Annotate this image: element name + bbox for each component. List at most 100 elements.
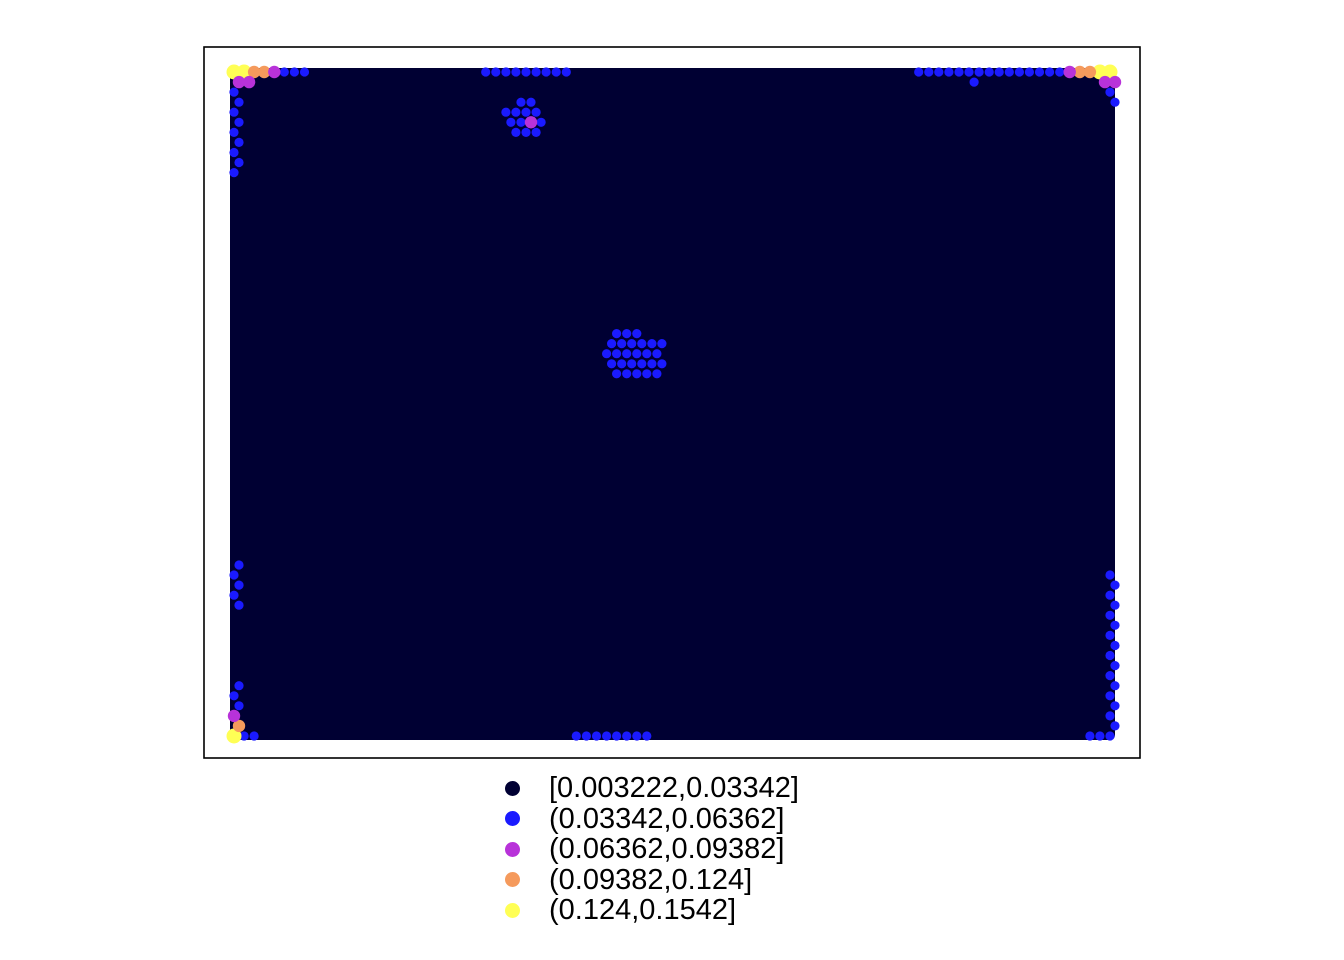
heat-cell — [249, 731, 259, 741]
heat-cell — [279, 67, 289, 77]
heat-cell — [657, 359, 667, 369]
heat-cell — [234, 701, 244, 711]
heat-cell — [642, 731, 652, 741]
legend-label: [0.003222,0.03342] — [549, 772, 799, 805]
legend-label: (0.124,0.1542] — [549, 894, 737, 927]
legend-label: (0.09382,0.124] — [549, 863, 753, 896]
heat-cell — [524, 116, 538, 129]
heat-cell — [232, 719, 246, 733]
heat-cell — [551, 67, 561, 77]
heat-cell — [647, 339, 657, 349]
heat-cell — [531, 107, 541, 117]
heat-cell — [581, 731, 592, 741]
heat-cell — [622, 369, 632, 379]
heat-cell — [617, 359, 627, 369]
heat-cell — [607, 339, 617, 349]
heat-cell — [1110, 681, 1120, 691]
heat-cell — [511, 67, 521, 77]
legend-swatch — [505, 902, 520, 918]
heat-cell — [602, 349, 612, 359]
heat-cell — [234, 600, 244, 610]
heat-cell — [1055, 67, 1065, 77]
heat-cell — [1110, 721, 1120, 731]
legend-label: (0.03342,0.06362] — [549, 802, 785, 835]
heat-cell — [536, 117, 546, 127]
heat-cell — [234, 157, 244, 168]
heat-cell — [236, 64, 252, 80]
heat-cell — [229, 87, 239, 97]
heat-cell — [511, 107, 521, 117]
heat-cell — [637, 339, 647, 349]
heat-cell — [1110, 640, 1120, 651]
heat-cell — [622, 329, 632, 339]
heat-cell — [924, 67, 934, 77]
heat-cell — [571, 731, 581, 741]
legend-item: (0.03342,0.06362] — [505, 804, 799, 835]
heat-cell — [1085, 731, 1095, 741]
heat-cell — [602, 731, 612, 741]
heat-cell — [239, 731, 249, 741]
heat-cell — [531, 127, 541, 137]
heat-cell — [481, 67, 491, 77]
heat-cell — [516, 117, 526, 127]
heat-cell — [1108, 75, 1122, 89]
heat-cell — [632, 731, 642, 741]
heat-cell — [506, 117, 516, 127]
heat-cell — [1024, 67, 1034, 77]
heat-cell — [1105, 630, 1115, 641]
heat-cell — [501, 67, 511, 77]
heat-cell — [242, 75, 256, 89]
heat-cell — [232, 75, 246, 89]
heat-cell — [642, 349, 652, 359]
heat-cell — [229, 127, 239, 137]
heat-cell — [289, 67, 299, 77]
heat-cell — [521, 107, 531, 117]
heat-cell — [541, 67, 551, 77]
heat-cell — [1110, 701, 1120, 711]
heat-cell — [622, 349, 632, 359]
heat-cell — [226, 728, 242, 744]
heat-cell — [974, 67, 984, 77]
heat-cell — [1105, 671, 1115, 681]
heat-cell — [234, 560, 244, 570]
heat-cell — [229, 168, 239, 178]
heat-cell — [994, 67, 1004, 77]
heat-cell — [1063, 65, 1076, 79]
heat-cell — [299, 67, 310, 77]
legend-item: (0.124,0.1542] — [505, 895, 799, 926]
heat-cell — [1004, 67, 1014, 77]
heat-cell — [234, 580, 244, 590]
heat-cell — [1110, 620, 1120, 630]
heat-cell — [1105, 650, 1115, 661]
background-cells — [230, 68, 1115, 740]
heat-cell — [984, 67, 994, 77]
heat-cell — [969, 77, 979, 87]
heat-cell — [632, 349, 642, 359]
heat-cell — [511, 127, 521, 137]
heat-cell — [1105, 711, 1115, 721]
heat-cell — [531, 67, 541, 77]
heat-cell — [1034, 67, 1045, 77]
heat-cell — [612, 369, 622, 379]
legend-swatch — [505, 872, 520, 888]
heat-cell — [652, 349, 662, 359]
heat-cell — [617, 339, 627, 349]
legend-item: (0.09382,0.124] — [505, 865, 799, 896]
heat-cell — [622, 731, 632, 741]
heat-cell — [944, 67, 954, 77]
heat-cell — [234, 117, 244, 127]
heat-cell — [1110, 97, 1120, 107]
heat-cell — [1083, 65, 1097, 79]
heat-cell — [1105, 570, 1115, 580]
legend-swatch — [505, 811, 520, 827]
heat-cell — [516, 97, 526, 107]
heat-cell — [1073, 65, 1087, 79]
legend-item: [0.003222,0.03342] — [505, 773, 799, 804]
legend-item: (0.06362,0.09382] — [505, 834, 799, 865]
heat-cell — [642, 369, 652, 379]
heat-cell — [521, 127, 531, 137]
legend-swatch — [505, 841, 520, 857]
heat-cell — [627, 339, 637, 349]
heat-cell — [234, 137, 244, 147]
